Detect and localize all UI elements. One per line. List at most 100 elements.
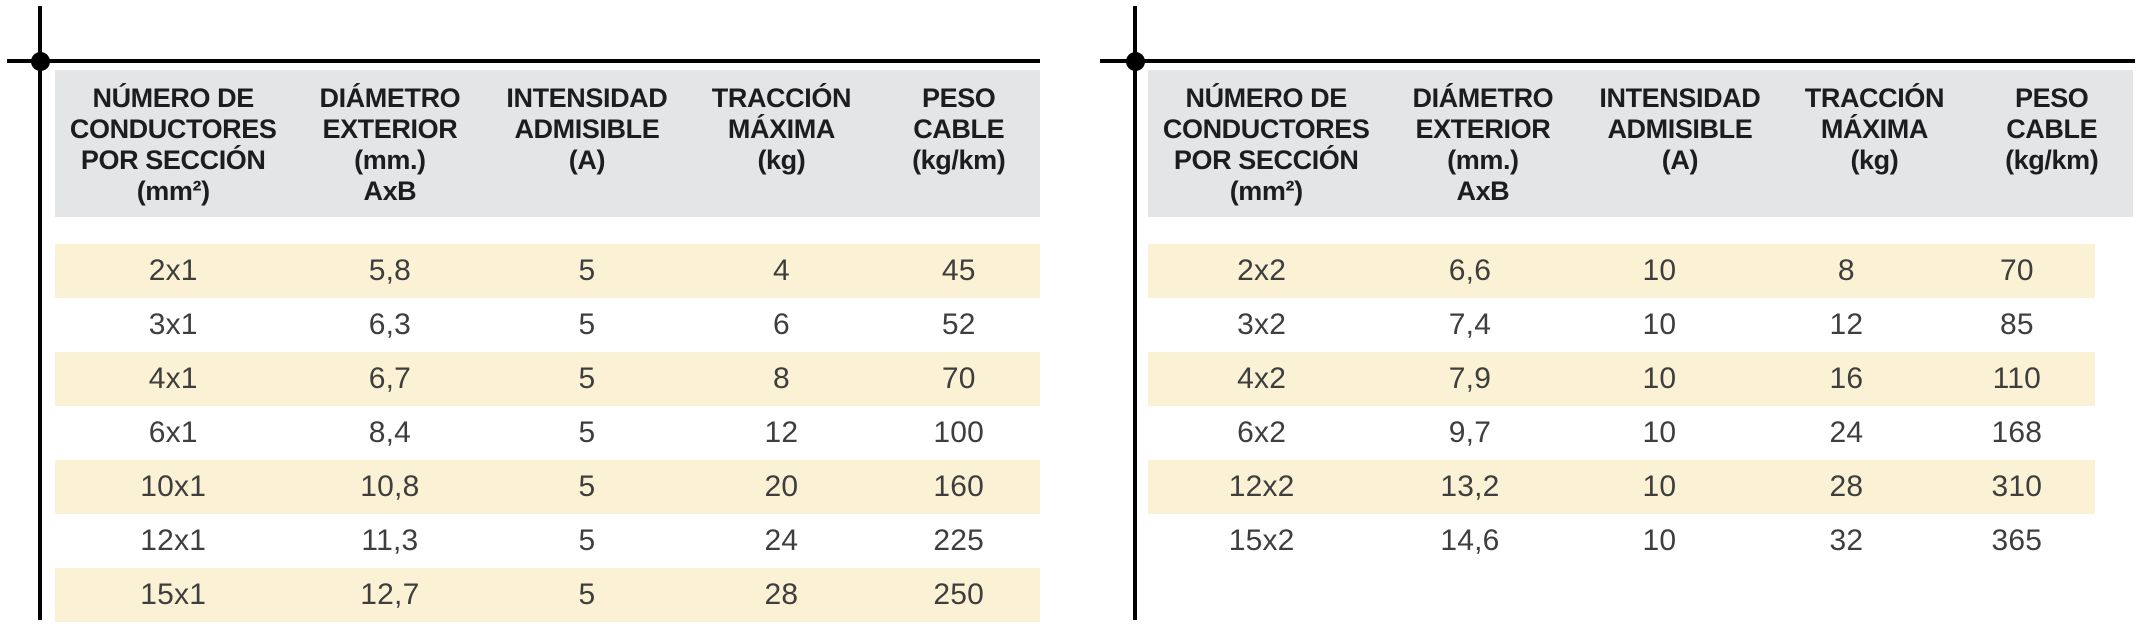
table-cell: 3x2 [1237,308,1287,341]
table-cell: 7,9 [1448,362,1492,395]
table-cell: 5 [578,416,596,449]
table-cell: 225 [933,524,985,557]
table-cell: 32 [1829,524,1864,557]
table-cell: 10 [1642,362,1677,395]
table-row: 4x1 6,7 5 8 70 [55,352,1040,406]
table-cell: 8 [772,362,790,395]
crop-mark-dot-right [1126,52,1145,71]
column-header: DIÁMETRO EXTERIOR (mm.) AxB [319,83,461,206]
table-header-row: NÚMERO DE CONDUCTORES POR SECCIÓN (mm²) D… [1148,70,2133,217]
table-cell: 6,6 [1448,254,1492,287]
table-cell: 100 [933,416,985,449]
table-row: 2x2 6,6 10 8 70 [1148,244,2095,298]
table-cell: 3x1 [148,308,198,341]
table-row: 3x2 7,4 10 12 85 [1148,298,2095,352]
table-cell: 12x1 [140,524,207,557]
table-cell: 8 [1837,254,1855,287]
table-header-row: NÚMERO DE CONDUCTORES POR SECCIÓN (mm²) D… [55,70,1040,217]
table-row: 6x2 9,7 10 24 168 [1148,406,2095,460]
table-cell: 70 [941,362,976,395]
column-header: PESO CABLE (kg/km) [912,83,1006,175]
column-header: TRACCIÓN MÁXIMA (kg) [711,83,852,175]
table-cell: 6x2 [1237,416,1287,449]
table-cell: 2x2 [1237,254,1287,287]
table-cell: 24 [764,524,799,557]
table-cell: 310 [1991,470,2043,503]
crop-mark-vertical-line-right [1133,6,1137,620]
table-cell: 28 [764,578,799,611]
table-row: 12x1 11,3 5 24 225 [55,514,1040,568]
table-row: 15x1 12,7 5 28 250 [55,568,1040,622]
table-row: 12x2 13,2 10 28 310 [1148,460,2095,514]
table-cell: 5 [578,470,596,503]
table-cell: 14,6 [1440,524,1500,557]
table-cell: 10 [1642,254,1677,287]
table-cell: 4 [772,254,790,287]
table-cell: 12x2 [1228,470,1295,503]
table-cell: 5,8 [368,254,412,287]
column-header: DIÁMETRO EXTERIOR (mm.) AxB [1412,83,1554,206]
table-cell: 10 [1642,416,1677,449]
table-cell: 5 [578,254,596,287]
table-cell: 160 [933,470,985,503]
cable-spec-table-left: NÚMERO DE CONDUCTORES POR SECCIÓN (mm²) D… [55,70,1040,622]
table-cell: 20 [764,470,799,503]
table-cell: 13,2 [1440,470,1500,503]
table-cell: 4x1 [148,362,198,395]
table-cell: 10 [1642,524,1677,557]
table-cell: 168 [1991,416,2043,449]
table-cell: 5 [578,524,596,557]
table-row: 3x1 6,3 5 6 52 [55,298,1040,352]
table-cell: 4x2 [1237,362,1287,395]
table-cell: 7,4 [1448,308,1492,341]
table-cell: 70 [1999,254,2034,287]
table-cell: 8,4 [368,416,412,449]
table-row: 2x1 5,8 5 4 45 [55,244,1040,298]
table-cell: 16 [1829,362,1864,395]
table-row: 4x2 7,9 10 16 110 [1148,352,2095,406]
crop-mark-horizontal-line-right [1100,59,2135,63]
table-cell: 5 [578,362,596,395]
table-cell: 6,7 [368,362,412,395]
table-cell: 6,3 [368,308,412,341]
table-cell: 85 [1999,308,2034,341]
cable-spec-table-right: NÚMERO DE CONDUCTORES POR SECCIÓN (mm²) D… [1148,70,2133,568]
table-cell: 6 [772,308,790,341]
table-cell: 250 [933,578,985,611]
crop-mark-horizontal-line-left [7,59,1040,63]
column-header: INTENSIDAD ADMISIBLE (A) [1599,83,1761,175]
column-header: NÚMERO DE CONDUCTORES POR SECCIÓN (mm²) [69,83,277,206]
table-cell: 52 [941,308,976,341]
column-header: PESO CABLE (kg/km) [2005,83,2099,175]
crop-mark-dot-left [31,52,50,71]
table-cell: 15x2 [1228,524,1295,557]
table-cell: 6x1 [148,416,198,449]
table-row: 10x1 10,8 5 20 160 [55,460,1040,514]
table-cell: 11,3 [361,524,419,557]
table-cell: 365 [1991,524,2043,557]
table-cell: 10 [1642,308,1677,341]
table-cell: 10x1 [140,470,207,503]
table-cell: 2x1 [148,254,198,287]
column-header: NÚMERO DE CONDUCTORES POR SECCIÓN (mm²) [1162,83,1370,206]
table-cell: 10,8 [360,470,420,503]
table-cell: 15x1 [140,578,207,611]
table-cell: 5 [578,578,596,611]
table-body: 2x2 6,6 10 8 70 3x2 7,4 10 12 85 4x2 7,9 10 16 110 6x2 9… [1148,244,2095,568]
table-row: 15x2 14,6 10 32 365 [1148,514,2095,568]
column-header: TRACCIÓN MÁXIMA (kg) [1804,83,1945,175]
table-row: 6x1 8,4 5 12 100 [55,406,1040,460]
table-cell: 24 [1829,416,1864,449]
crop-mark-vertical-line-left [38,6,42,620]
table-cell: 10 [1642,470,1677,503]
table-cell: 12 [764,416,799,449]
table-cell: 12,7 [360,578,420,611]
table-cell: 28 [1829,470,1864,503]
table-cell: 9,7 [1448,416,1492,449]
table-cell: 45 [941,254,976,287]
column-header: INTENSIDAD ADMISIBLE (A) [506,83,668,175]
table-cell: 5 [578,308,596,341]
table-cell: 12 [1829,308,1864,341]
table-body: 2x1 5,8 5 4 45 3x1 6,3 5 6 52 4x1 6,7 5 8 70 6x1 8,4 5 12 1… [55,244,1040,622]
